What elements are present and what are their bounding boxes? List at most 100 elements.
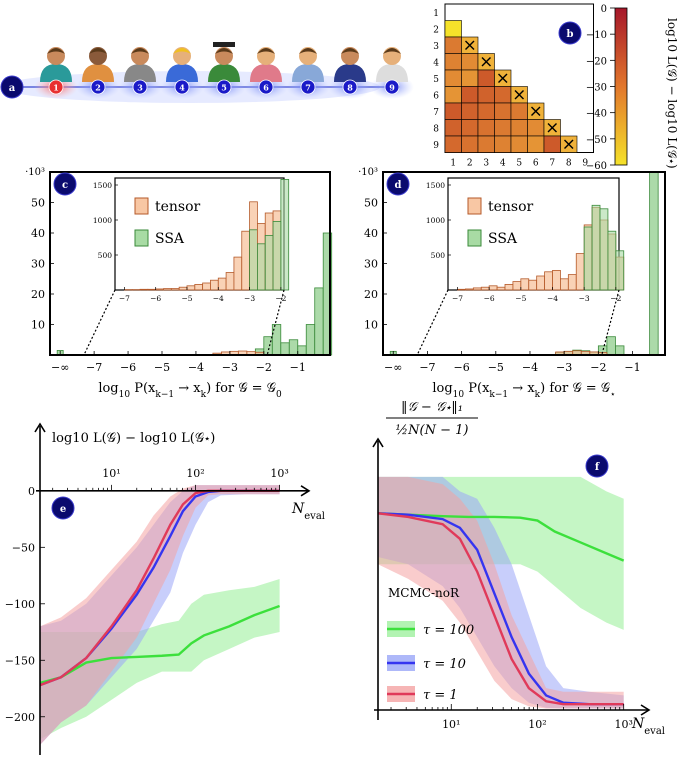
chain-node-label-8: 8 [347, 83, 353, 93]
inset-ssa-bar [584, 227, 592, 290]
heatmap-col-label: 6 [533, 159, 539, 169]
heatmap-cell [445, 70, 462, 87]
x-axis-label: log10 P(xk−1 → xk) for 𝒢 = 𝒢⋆ [432, 381, 615, 400]
y-tick-label: 30 [31, 258, 45, 271]
panel-badge-letter: f [595, 462, 600, 473]
heatmap-cell [511, 136, 528, 153]
inset-tensor-bar [140, 289, 148, 290]
inset-tensor-bar [505, 284, 513, 290]
inset-x-tick-label: −5 [515, 294, 526, 303]
heatmap-cell [462, 103, 479, 120]
inset-y-tick-label: 1500 [426, 181, 445, 190]
y-tick-label: −100 [5, 598, 35, 611]
inset-tensor-bar [218, 278, 226, 290]
colorbar-gradient [615, 8, 627, 165]
legend-ssa-swatch [468, 230, 481, 246]
legend-tensor-label: tensor [488, 199, 534, 215]
heatmap-row-label: 8 [433, 124, 439, 134]
panel-badge-letter: e [60, 504, 66, 515]
chain-node-label-2: 2 [95, 83, 101, 93]
colorbar-tick-label: −10 [586, 30, 607, 41]
y-tick-label: 50 [364, 197, 378, 210]
x-tick-label: −1 [624, 361, 640, 374]
x-tick-label: −5 [488, 361, 504, 374]
heatmap-row-label: 7 [433, 108, 439, 118]
heatmap-cell [445, 54, 462, 71]
x-tick-label: −7 [86, 361, 102, 374]
heatmap-cell [528, 120, 545, 137]
heatmap-row-label: 2 [433, 25, 439, 35]
heatmap-cell [462, 70, 479, 87]
person-2-body [82, 64, 114, 82]
inset-ssa-bar [600, 209, 608, 290]
x-tick-label: −5 [154, 361, 170, 374]
inset-tensor-bar [521, 279, 529, 290]
inset-tensor-bar [465, 289, 473, 290]
chain-node-label-1: 1 [53, 83, 59, 93]
legend-tensor-swatch [135, 198, 148, 214]
inset-tensor-bar [203, 283, 211, 290]
heatmap-row-label: 1 [433, 9, 439, 19]
y-tick-label: 20 [31, 288, 45, 301]
inset-x-tick-label: −7 [119, 294, 130, 303]
person-1-body [40, 64, 72, 82]
chain-node-label-9: 9 [389, 83, 395, 93]
inset-ssa-bar [273, 221, 281, 290]
heatmap-cell [478, 70, 495, 87]
inset-tensor-bar [576, 254, 584, 290]
inset-x-tick-label: −4 [547, 294, 558, 303]
x-tick-label: 10² [186, 467, 204, 480]
inset-x-tick-label: −4 [213, 294, 224, 303]
person-8-body [334, 64, 366, 82]
legend-label: τ = 100 [423, 623, 474, 638]
inset-tensor-bar [537, 276, 545, 290]
ssa-bar [615, 346, 624, 355]
x-tick-label: −∞ [51, 361, 69, 374]
inset-tensor-bar [187, 286, 195, 290]
heatmap-cell [445, 103, 462, 120]
ssa-bar [281, 343, 289, 355]
inset-y-tick-label: 500 [98, 251, 113, 260]
heatmap-cell [511, 103, 528, 120]
heatmap-cell [478, 87, 495, 104]
ssa-bar [306, 325, 314, 356]
inset-x-tick-label: −6 [484, 294, 495, 303]
y-axis-label-numerator: ‖𝒢 − 𝒢⋆‖₁ [401, 400, 463, 415]
y-tick-label: −150 [5, 654, 35, 667]
heatmap-col-label: 2 [467, 159, 473, 169]
panel-badge-letter: c [62, 180, 68, 191]
heatmap-cell [462, 54, 479, 71]
inset-x-tick-label: −6 [150, 294, 161, 303]
legend-title: MCMC-noR [388, 586, 460, 600]
x-tick-label: −3 [222, 361, 238, 374]
legend-label: τ = 1 [423, 688, 458, 703]
colorbar-tick-label: 0 [601, 4, 607, 15]
y-tick-label: −50 [12, 541, 35, 554]
heatmap-cell [495, 136, 512, 153]
inset-ssa-bar [281, 179, 289, 290]
colorbar-tick-label: −50 [586, 135, 607, 146]
heatmap-cell [462, 120, 479, 137]
inset-ssa-bar [608, 231, 616, 290]
legend-ssa-label: SSA [155, 231, 185, 247]
heatmap-row-label: 5 [433, 75, 439, 85]
inset-x-tick-label: −3 [244, 294, 255, 303]
legend-ssa-label: SSA [488, 231, 518, 247]
heatmap-col-label: 7 [549, 159, 555, 169]
person-3-body [124, 64, 156, 82]
x-tick-label: −6 [120, 361, 136, 374]
heatmap-cell [445, 21, 462, 38]
heatmap-cell [495, 103, 512, 120]
heatmap-col-label: 1 [450, 159, 456, 169]
heatmap-col-label: 3 [483, 159, 489, 169]
y-tick-label: −200 [5, 711, 35, 724]
chain-node-label-7: 7 [305, 83, 311, 93]
person-7-body [292, 64, 324, 82]
ssa-bar [315, 288, 323, 355]
y-axis-label: log10 L(𝒢) − log10 L(𝒢⋆) [52, 431, 215, 446]
heatmap-cell [544, 136, 561, 153]
colorbar-label: log10 L(𝒢) − log10 L(𝒢⋆) [665, 18, 679, 169]
